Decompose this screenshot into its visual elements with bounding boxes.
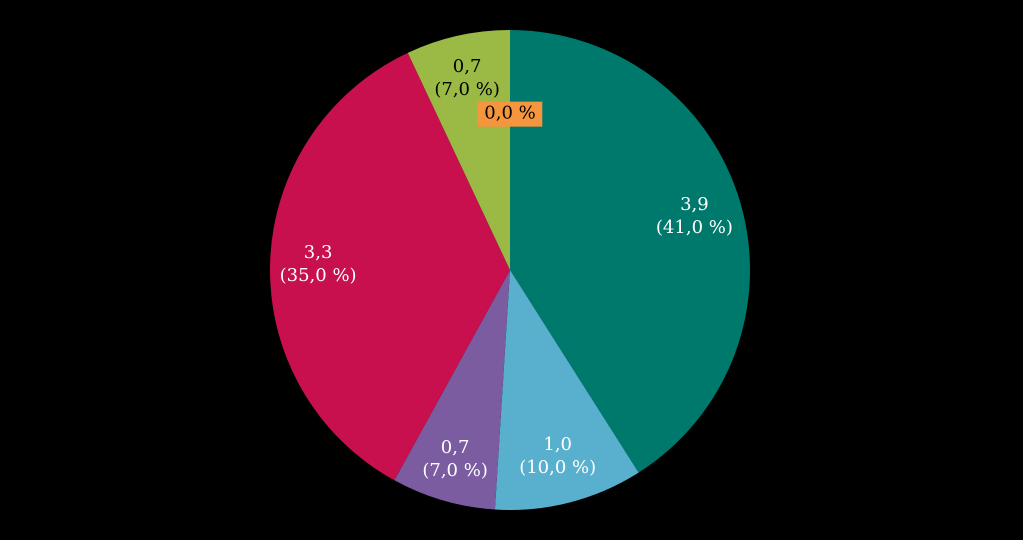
pie-slice-teal-41 xyxy=(510,30,751,473)
pie-slice-crimson-35 xyxy=(270,52,510,481)
pie-slice-green-7 xyxy=(407,30,510,270)
pie-slice-lightblue-10 xyxy=(494,270,639,511)
pie-slice-purple-7 xyxy=(394,270,510,510)
